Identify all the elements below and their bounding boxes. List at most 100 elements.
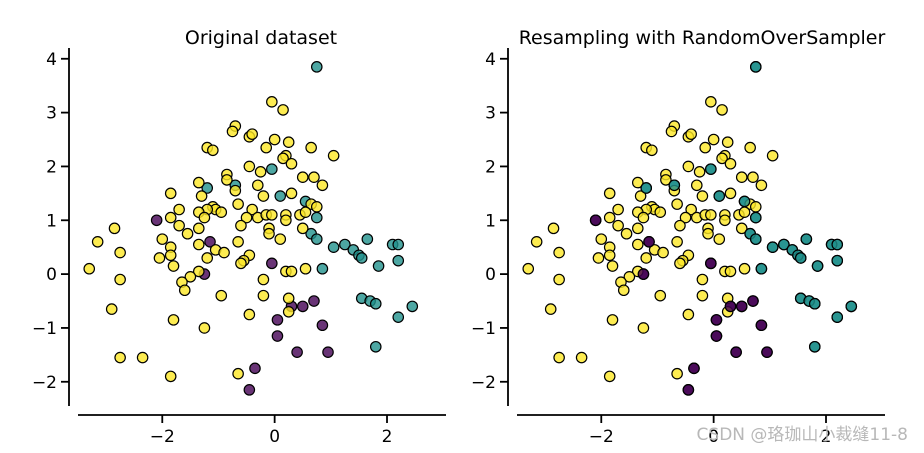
data-point <box>215 206 228 218</box>
data-point <box>282 305 295 318</box>
data-point <box>719 214 731 227</box>
data-point <box>178 284 191 297</box>
data-point <box>696 289 709 302</box>
data-point <box>693 166 706 178</box>
data-point-duplicate <box>749 61 762 73</box>
y-tick-label: −1 <box>471 319 496 339</box>
data-point <box>640 252 653 264</box>
data-point <box>232 198 244 210</box>
data-point-duplicate <box>749 233 762 245</box>
data-point <box>679 211 692 224</box>
y-tick-label: 1 <box>46 211 57 231</box>
data-point <box>226 125 239 138</box>
data-point-duplicate <box>643 236 655 248</box>
data-point <box>136 351 149 364</box>
data-point <box>192 222 205 235</box>
data-point <box>392 238 405 251</box>
data-point <box>327 149 340 162</box>
y-tick-label: 3 <box>46 104 57 124</box>
data-point <box>592 252 605 264</box>
data-point <box>207 144 219 157</box>
data-point <box>266 163 278 175</box>
data-point <box>105 303 118 315</box>
data-point-duplicate <box>794 252 807 264</box>
data-point <box>114 273 126 286</box>
data-point <box>755 179 768 192</box>
data-point <box>547 222 560 235</box>
data-point <box>575 351 588 364</box>
data-point <box>221 174 233 186</box>
data-point <box>617 284 630 297</box>
data-point <box>266 257 278 270</box>
data-point <box>192 176 205 189</box>
data-point <box>654 289 667 302</box>
x-tick-label: 2 <box>821 427 832 447</box>
data-point <box>606 314 619 326</box>
y-tick-label: 0 <box>485 265 496 285</box>
data-point <box>620 227 633 240</box>
data-point <box>603 211 616 224</box>
data-point <box>274 190 287 202</box>
data-point-duplicate <box>735 300 748 313</box>
data-point-duplicate <box>831 311 844 323</box>
data-point <box>173 203 185 216</box>
data-point <box>310 233 323 245</box>
data-point <box>156 233 169 245</box>
data-point <box>299 262 312 275</box>
data-point <box>631 222 644 235</box>
data-point <box>218 246 230 259</box>
data-point <box>285 187 298 200</box>
data-point <box>229 184 242 197</box>
data-point <box>282 136 295 149</box>
data-point <box>606 260 619 272</box>
data-point-duplicate <box>778 238 790 251</box>
data-point <box>296 222 309 235</box>
data-point-duplicate <box>766 241 779 253</box>
data-point <box>646 144 658 157</box>
right-points <box>522 61 858 396</box>
data-point <box>257 289 270 302</box>
data-point <box>167 314 180 326</box>
data-point-duplicate <box>668 179 681 192</box>
right-ticks: −2 −1 0 1 2 3 4 −2 0 2 <box>471 50 831 447</box>
data-point <box>721 136 734 149</box>
data-point <box>232 236 244 248</box>
data-point <box>766 149 779 162</box>
data-point <box>266 209 278 221</box>
data-point-duplicate <box>705 257 717 270</box>
data-point <box>232 367 244 380</box>
data-point <box>699 141 712 154</box>
data-point <box>724 157 737 170</box>
data-point-duplicate <box>811 260 824 272</box>
data-point <box>198 211 211 224</box>
data-point <box>271 330 284 342</box>
data-point <box>674 257 686 270</box>
data-point <box>235 257 247 270</box>
data-point <box>308 295 320 307</box>
data-point <box>316 319 329 332</box>
data-point <box>369 340 382 353</box>
data-point <box>181 227 194 240</box>
data-point <box>173 219 185 232</box>
data-point <box>612 203 624 216</box>
data-point <box>322 346 334 358</box>
data-point <box>747 171 759 184</box>
data-point <box>744 141 756 154</box>
data-point <box>114 351 126 364</box>
y-tick-label: 2 <box>46 157 57 177</box>
y-tick-label: −2 <box>32 373 57 393</box>
data-point <box>553 273 565 286</box>
data-point <box>164 249 177 262</box>
data-point-duplicate <box>710 330 723 342</box>
data-point <box>671 367 683 380</box>
data-point <box>91 236 104 248</box>
data-point <box>305 141 317 154</box>
data-point <box>634 190 647 202</box>
data-point <box>724 187 737 200</box>
data-point <box>716 104 728 116</box>
data-point <box>240 211 253 224</box>
data-point <box>296 171 309 184</box>
data-point <box>637 322 650 334</box>
data-point <box>339 238 351 251</box>
